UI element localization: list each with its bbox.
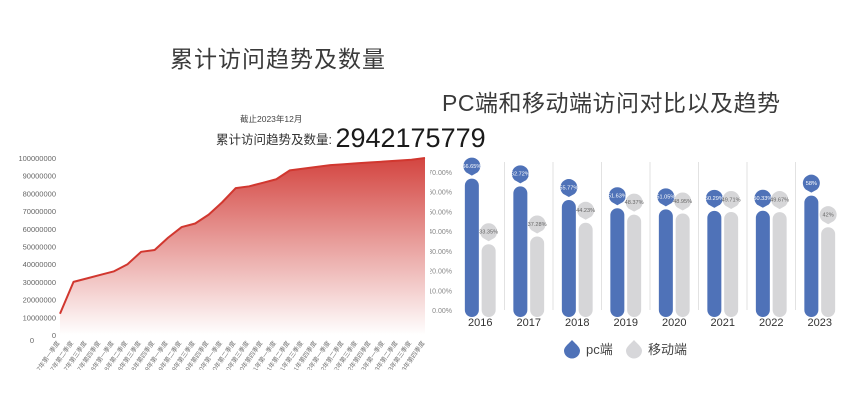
svg-text:40000000: 40000000 (23, 260, 56, 269)
svg-text:50000000: 50000000 (23, 243, 56, 252)
svg-text:66.65%: 66.65% (462, 164, 481, 170)
svg-text:10000000: 10000000 (23, 313, 56, 322)
svg-text:2021: 2021 (711, 317, 735, 329)
svg-text:60000000: 60000000 (23, 225, 56, 234)
svg-text:51.63%: 51.63% (608, 193, 627, 199)
svg-text:70000000: 70000000 (23, 207, 56, 216)
svg-text:48.95%: 48.95% (673, 199, 692, 205)
svg-text:50.00%: 50.00% (430, 209, 452, 216)
svg-text:0: 0 (52, 331, 56, 340)
svg-text:0: 0 (30, 336, 34, 345)
svg-text:20.00%: 20.00% (430, 269, 452, 276)
svg-text:30000000: 30000000 (23, 278, 56, 287)
svg-text:42%: 42% (823, 212, 834, 218)
svg-text:移动端: 移动端 (648, 342, 687, 357)
svg-text:2016: 2016 (468, 317, 492, 329)
svg-text:62.72%: 62.72% (511, 172, 530, 178)
svg-text:2022: 2022 (759, 317, 783, 329)
svg-text:33.35%: 33.35% (479, 230, 498, 236)
svg-text:40.00%: 40.00% (430, 229, 452, 236)
svg-text:20000000: 20000000 (23, 296, 56, 305)
svg-text:48.37%: 48.37% (625, 200, 644, 206)
svg-text:2019: 2019 (614, 317, 638, 329)
svg-text:0.00%: 0.00% (432, 308, 452, 315)
svg-text:90000000: 90000000 (23, 172, 56, 181)
svg-text:49.67%: 49.67% (770, 197, 789, 203)
svg-text:58%: 58% (806, 181, 817, 187)
svg-text:2017: 2017 (517, 317, 541, 329)
svg-text:30.00%: 30.00% (430, 249, 452, 256)
svg-text:2018: 2018 (565, 317, 589, 329)
svg-text:10.00%: 10.00% (430, 288, 452, 295)
svg-text:80000000: 80000000 (23, 189, 56, 198)
svg-text:49.71%: 49.71% (722, 197, 741, 203)
svg-text:60.00%: 60.00% (430, 190, 452, 197)
svg-text:2020: 2020 (662, 317, 686, 329)
svg-text:55.77%: 55.77% (559, 185, 578, 191)
svg-text:2023: 2023 (808, 317, 832, 329)
svg-text:37.28%: 37.28% (528, 222, 547, 228)
svg-text:pc端: pc端 (586, 342, 613, 357)
svg-text:44.23%: 44.23% (576, 208, 595, 214)
svg-text:100000000: 100000000 (18, 154, 56, 163)
svg-text:70.00%: 70.00% (430, 170, 452, 177)
